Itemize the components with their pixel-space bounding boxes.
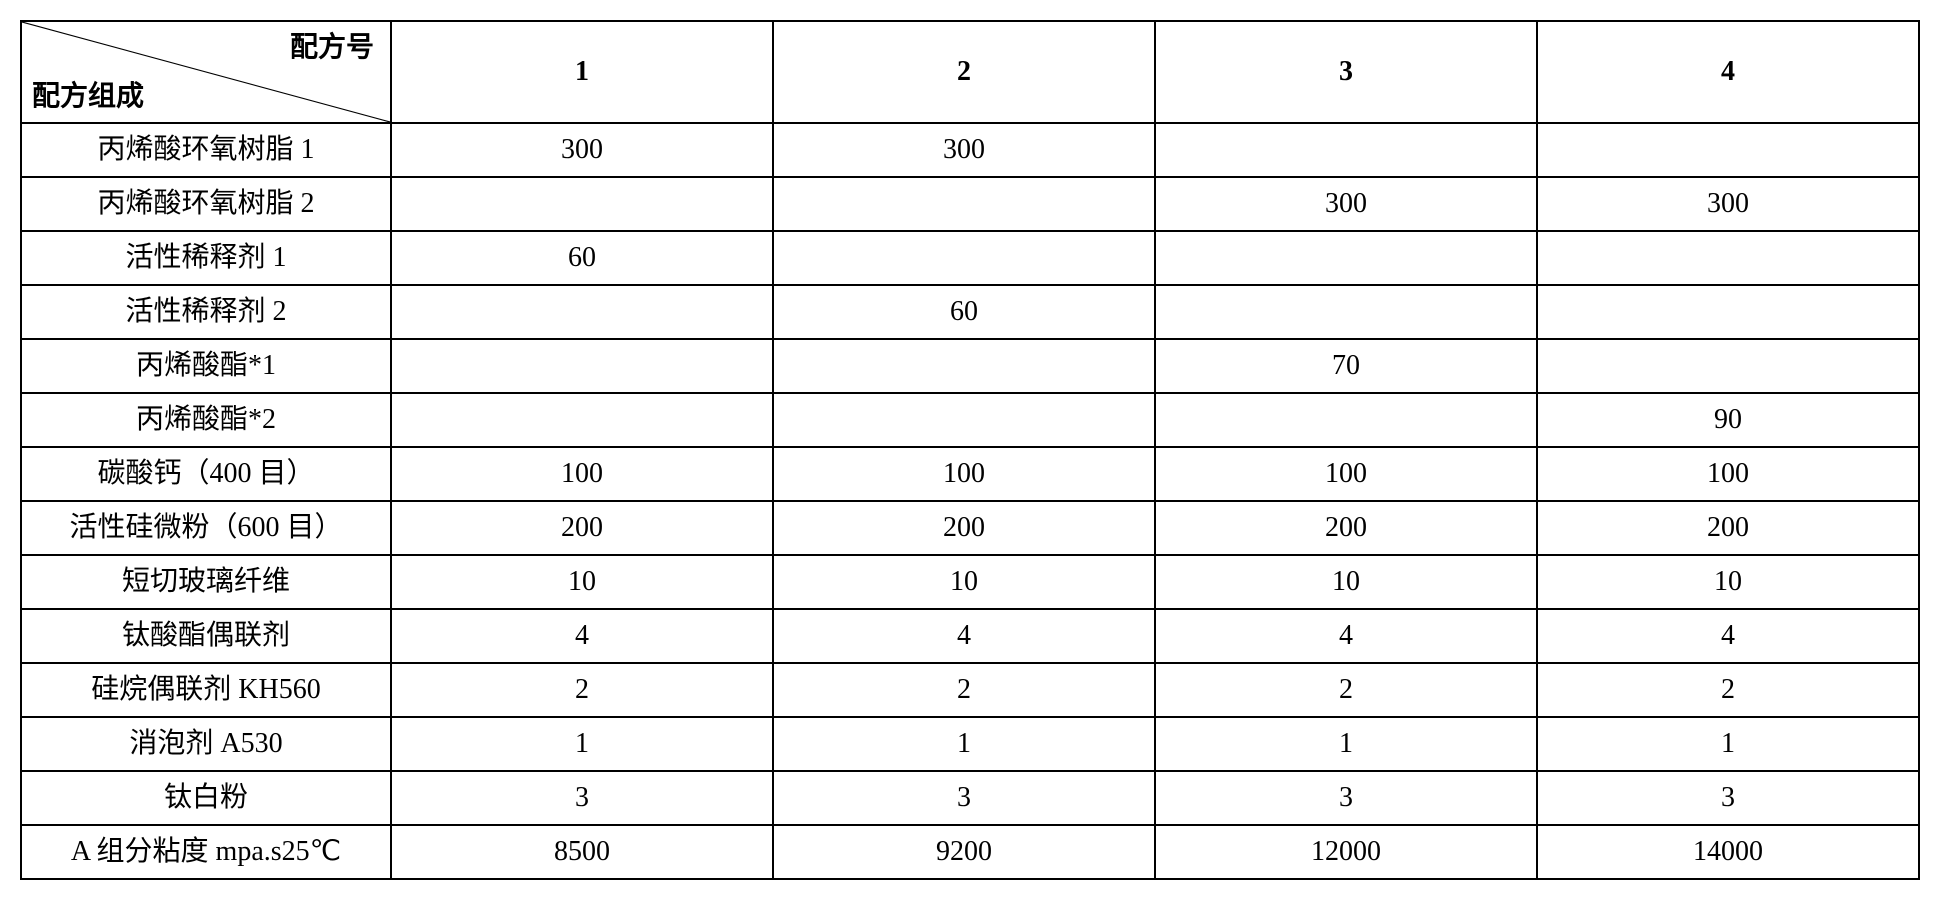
table-row: 丙烯酸酯*1 70	[21, 339, 1919, 393]
cell: 10	[1537, 555, 1919, 609]
table-body: 丙烯酸环氧树脂 1 300 300 丙烯酸环氧树脂 2 300 300 活性稀释…	[21, 123, 1919, 879]
cell	[773, 177, 1155, 231]
cell	[391, 393, 773, 447]
cell: 10	[773, 555, 1155, 609]
cell: 14000	[1537, 825, 1919, 879]
col-header-2: 2	[773, 21, 1155, 123]
table-row: 硅烷偶联剂 KH560 2 2 2 2	[21, 663, 1919, 717]
cell: 1	[1155, 717, 1537, 771]
cell: 1	[391, 717, 773, 771]
cell: 2	[773, 663, 1155, 717]
cell	[773, 231, 1155, 285]
cell: 4	[1155, 609, 1537, 663]
cell: 3	[1155, 771, 1537, 825]
row-label: 硅烷偶联剂 KH560	[21, 663, 391, 717]
cell	[773, 393, 1155, 447]
cell	[1537, 231, 1919, 285]
formula-table: 配方号 配方组成 1 2 3 4 丙烯酸环氧树脂 1 300 300 丙烯酸环氧…	[20, 20, 1920, 880]
row-label: 活性稀释剂 2	[21, 285, 391, 339]
cell: 300	[1537, 177, 1919, 231]
cell	[1537, 123, 1919, 177]
cell: 200	[1155, 501, 1537, 555]
row-label: 钛酸酯偶联剂	[21, 609, 391, 663]
cell: 200	[391, 501, 773, 555]
row-label: 丙烯酸酯*2	[21, 393, 391, 447]
table-header-row: 配方号 配方组成 1 2 3 4	[21, 21, 1919, 123]
cell	[391, 177, 773, 231]
cell	[1155, 231, 1537, 285]
cell	[391, 339, 773, 393]
table-row: 丙烯酸酯*2 90	[21, 393, 1919, 447]
cell: 100	[1155, 447, 1537, 501]
cell: 12000	[1155, 825, 1537, 879]
cell: 200	[1537, 501, 1919, 555]
cell	[391, 285, 773, 339]
cell: 100	[391, 447, 773, 501]
cell: 1	[773, 717, 1155, 771]
formula-table-container: 配方号 配方组成 1 2 3 4 丙烯酸环氧树脂 1 300 300 丙烯酸环氧…	[20, 20, 1918, 880]
cell: 8500	[391, 825, 773, 879]
table-row: 丙烯酸环氧树脂 1 300 300	[21, 123, 1919, 177]
table-row: 丙烯酸环氧树脂 2 300 300	[21, 177, 1919, 231]
cell: 3	[391, 771, 773, 825]
row-label: 丙烯酸酯*1	[21, 339, 391, 393]
header-bottom-label: 配方组成	[32, 77, 144, 116]
cell	[1155, 393, 1537, 447]
cell: 2	[391, 663, 773, 717]
row-label: 碳酸钙（400 目）	[21, 447, 391, 501]
cell: 200	[773, 501, 1155, 555]
row-label: 丙烯酸环氧树脂 1	[21, 123, 391, 177]
row-label: 活性稀释剂 1	[21, 231, 391, 285]
row-label: 钛白粉	[21, 771, 391, 825]
cell: 9200	[773, 825, 1155, 879]
cell: 10	[1155, 555, 1537, 609]
table-row: 活性硅微粉（600 目） 200 200 200 200	[21, 501, 1919, 555]
table-row: 钛白粉 3 3 3 3	[21, 771, 1919, 825]
cell	[1537, 285, 1919, 339]
table-row: 碳酸钙（400 目） 100 100 100 100	[21, 447, 1919, 501]
cell: 4	[391, 609, 773, 663]
cell: 300	[773, 123, 1155, 177]
cell: 4	[1537, 609, 1919, 663]
table-row: 活性稀释剂 2 60	[21, 285, 1919, 339]
diagonal-header-cell: 配方号 配方组成	[21, 21, 391, 123]
cell: 3	[1537, 771, 1919, 825]
row-label: 活性硅微粉（600 目）	[21, 501, 391, 555]
table-row: 活性稀释剂 1 60	[21, 231, 1919, 285]
cell: 1	[1537, 717, 1919, 771]
cell: 300	[391, 123, 773, 177]
row-label: 消泡剂 A530	[21, 717, 391, 771]
cell: 4	[773, 609, 1155, 663]
header-top-label: 配方号	[290, 28, 374, 67]
cell: 70	[1155, 339, 1537, 393]
cell: 90	[1537, 393, 1919, 447]
cell	[1155, 123, 1537, 177]
cell	[1155, 285, 1537, 339]
col-header-1: 1	[391, 21, 773, 123]
table-row: 消泡剂 A530 1 1 1 1	[21, 717, 1919, 771]
cell: 2	[1155, 663, 1537, 717]
cell: 3	[773, 771, 1155, 825]
cell: 300	[1155, 177, 1537, 231]
cell: 60	[391, 231, 773, 285]
cell: 2	[1537, 663, 1919, 717]
cell: 100	[1537, 447, 1919, 501]
table-row: A 组分粘度 mpa.s25℃ 8500 9200 12000 14000	[21, 825, 1919, 879]
row-label: 短切玻璃纤维	[21, 555, 391, 609]
cell: 60	[773, 285, 1155, 339]
cell	[1537, 339, 1919, 393]
col-header-3: 3	[1155, 21, 1537, 123]
cell: 10	[391, 555, 773, 609]
cell: 100	[773, 447, 1155, 501]
table-row: 钛酸酯偶联剂 4 4 4 4	[21, 609, 1919, 663]
cell	[773, 339, 1155, 393]
table-row: 短切玻璃纤维 10 10 10 10	[21, 555, 1919, 609]
row-label: A 组分粘度 mpa.s25℃	[21, 825, 391, 879]
col-header-4: 4	[1537, 21, 1919, 123]
row-label: 丙烯酸环氧树脂 2	[21, 177, 391, 231]
